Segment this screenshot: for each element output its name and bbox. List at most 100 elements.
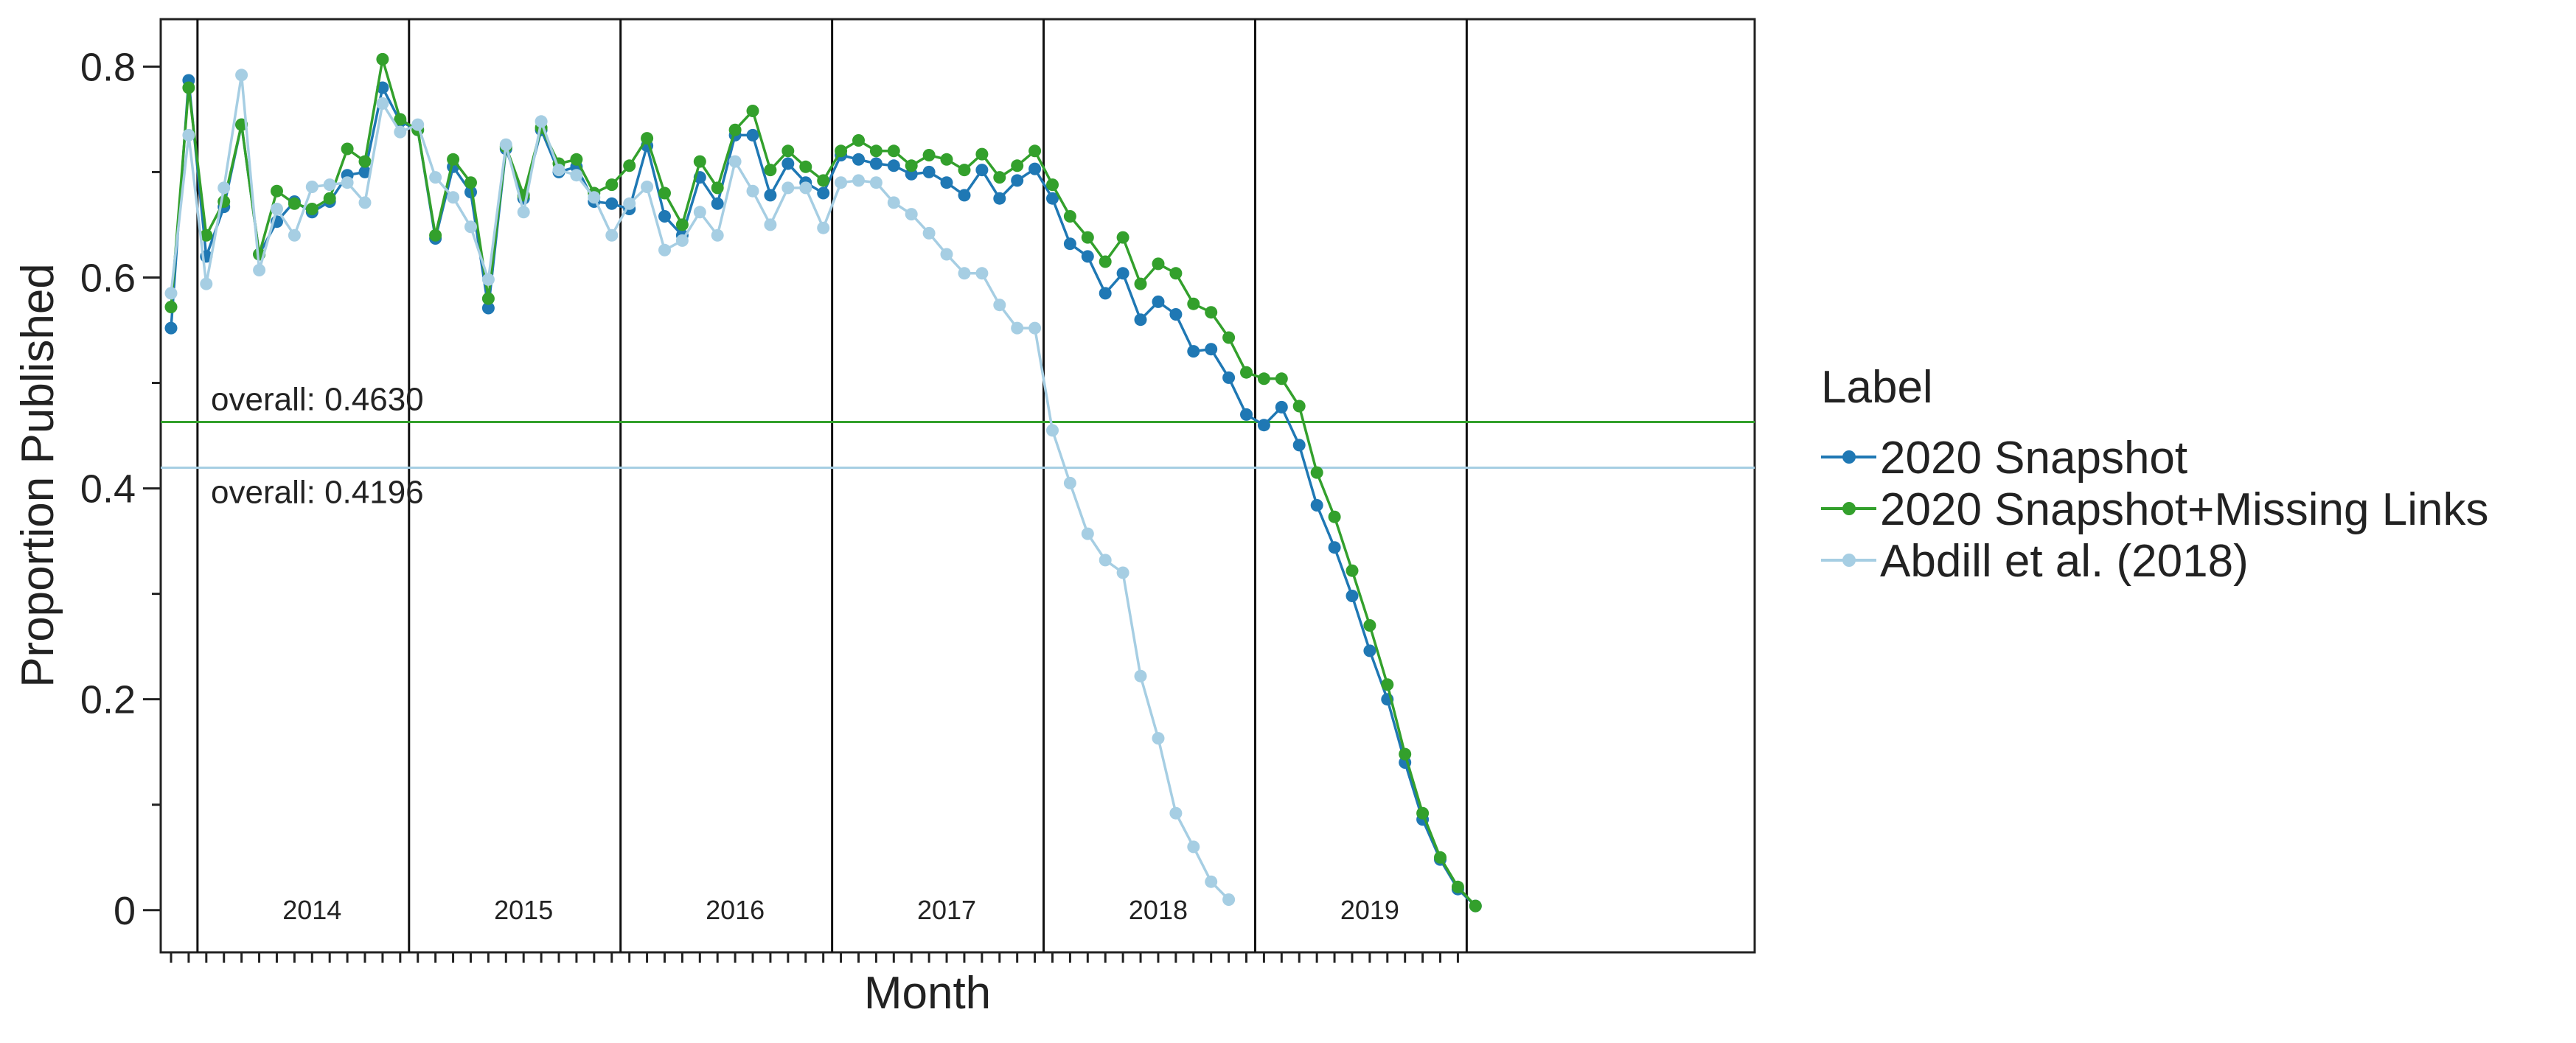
plot-frame	[159, 18, 1756, 954]
data-point	[605, 197, 619, 210]
data-point	[1257, 419, 1270, 432]
data-point	[1205, 306, 1218, 319]
data-point	[869, 144, 883, 158]
data-point	[164, 321, 178, 335]
data-point	[940, 153, 953, 166]
data-point	[1363, 619, 1376, 632]
data-point	[1152, 295, 1165, 308]
data-point	[535, 115, 548, 128]
data-point	[411, 118, 425, 131]
data-point	[1310, 466, 1323, 479]
data-point	[1187, 297, 1200, 310]
data-point	[975, 147, 989, 161]
data-point	[1328, 510, 1341, 523]
legend-swatch-marker	[1842, 502, 1856, 515]
data-point	[975, 164, 989, 177]
data-point	[182, 128, 195, 142]
data-point	[693, 206, 706, 219]
data-point	[429, 171, 442, 184]
data-point	[1011, 159, 1024, 172]
data-point	[1134, 277, 1147, 290]
data-point	[464, 220, 477, 234]
data-point	[940, 248, 953, 261]
data-point	[623, 197, 636, 210]
data-point	[288, 197, 301, 210]
series-group	[164, 69, 1236, 906]
data-point	[1011, 321, 1024, 335]
data-point	[447, 153, 460, 166]
data-point	[605, 178, 619, 192]
data-point	[1152, 257, 1165, 271]
year-label: 2016	[706, 895, 765, 925]
data-point	[1099, 554, 1112, 567]
data-point	[711, 197, 724, 210]
data-point	[1222, 331, 1236, 344]
legend-entry: 2020 Snapshot	[1821, 433, 2187, 484]
data-point	[1187, 840, 1200, 854]
data-point	[1275, 400, 1288, 414]
data-point	[341, 176, 354, 189]
data-point	[1046, 424, 1059, 437]
legend-entry: Abdill et al. (2018)	[1821, 536, 2249, 587]
data-point	[1081, 231, 1094, 244]
data-point	[1205, 875, 1218, 888]
data-point	[217, 181, 231, 195]
data-point	[993, 192, 1006, 205]
data-point	[1275, 372, 1288, 386]
data-point	[711, 229, 724, 242]
data-point	[746, 128, 759, 142]
data-point	[799, 181, 812, 195]
data-point	[358, 165, 372, 178]
data-point	[922, 165, 936, 178]
data-point	[975, 267, 989, 280]
data-point	[852, 174, 865, 187]
plot-area: 2014 2015 2016 2017 2018 2019 overall: 0.4630 o…	[80, 18, 1756, 963]
data-point	[711, 181, 724, 195]
data-point	[799, 160, 812, 173]
reference-line-label: overall: 0.4196	[211, 475, 424, 511]
data-point	[940, 176, 953, 189]
data-point	[394, 125, 407, 139]
data-point	[1046, 192, 1059, 205]
data-point	[958, 267, 971, 280]
y-tick-label: 0.8	[80, 45, 136, 89]
year-label: 2015	[494, 895, 553, 925]
data-point	[1328, 541, 1341, 554]
data-point	[835, 176, 848, 189]
year-label: 2019	[1340, 895, 1399, 925]
data-point	[728, 155, 742, 168]
data-point	[993, 171, 1006, 184]
data-point	[641, 181, 654, 193]
data-point	[464, 176, 477, 189]
data-point	[958, 164, 971, 177]
data-point	[376, 97, 389, 110]
data-point	[1240, 366, 1253, 379]
data-point	[1063, 210, 1076, 223]
y-axis-title: Proportion Published	[13, 263, 63, 688]
data-point	[200, 229, 213, 242]
data-point	[358, 155, 372, 168]
data-point	[764, 218, 777, 231]
data-point	[552, 164, 565, 177]
data-point	[746, 105, 759, 117]
data-point	[1381, 678, 1394, 691]
data-point	[1028, 321, 1042, 335]
data-point	[728, 123, 742, 136]
data-point	[781, 181, 795, 195]
data-point	[288, 229, 301, 242]
data-point	[1063, 237, 1076, 251]
data-point	[481, 292, 495, 305]
legend-label: 2020 Snapshot	[1880, 433, 2187, 484]
data-point	[887, 159, 900, 172]
legend-label: 2020 Snapshot+Missing Links	[1880, 484, 2488, 535]
data-point	[993, 299, 1006, 312]
y-tick-label: 0.4	[80, 467, 136, 512]
data-point	[182, 81, 195, 94]
data-point	[693, 155, 706, 168]
data-point	[1028, 144, 1042, 158]
data-point	[852, 153, 865, 166]
data-point	[200, 277, 213, 290]
data-point	[481, 301, 495, 315]
data-point	[958, 189, 971, 202]
